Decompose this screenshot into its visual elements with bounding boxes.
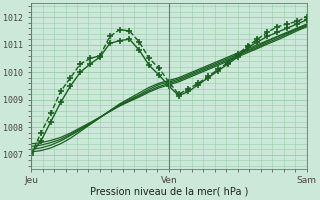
X-axis label: Pression niveau de la mer( hPa ): Pression niveau de la mer( hPa ): [90, 187, 248, 197]
